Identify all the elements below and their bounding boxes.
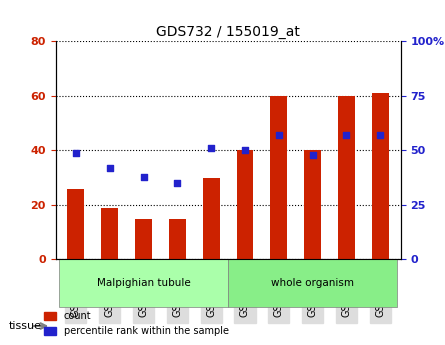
Point bbox=[309, 152, 316, 158]
Bar bbox=[236, 150, 253, 259]
Bar bbox=[169, 219, 186, 259]
Point bbox=[140, 174, 147, 179]
Bar bbox=[135, 219, 152, 259]
FancyBboxPatch shape bbox=[228, 259, 397, 307]
Point bbox=[106, 165, 113, 171]
Bar bbox=[68, 189, 85, 259]
Legend: count, percentile rank within the sample: count, percentile rank within the sample bbox=[40, 307, 233, 340]
Point bbox=[241, 148, 248, 153]
Text: whole organism: whole organism bbox=[271, 278, 354, 288]
Bar bbox=[270, 96, 287, 259]
Bar bbox=[338, 96, 355, 259]
Point bbox=[73, 150, 80, 155]
Bar bbox=[203, 178, 220, 259]
Point bbox=[208, 146, 215, 151]
Bar bbox=[304, 150, 321, 259]
Text: tissue: tissue bbox=[9, 321, 42, 331]
Point bbox=[343, 132, 350, 138]
Point bbox=[174, 180, 181, 186]
Text: Malpighian tubule: Malpighian tubule bbox=[97, 278, 190, 288]
Point bbox=[376, 132, 384, 138]
Bar bbox=[101, 208, 118, 259]
Title: GDS732 / 155019_at: GDS732 / 155019_at bbox=[156, 25, 300, 39]
Bar bbox=[372, 93, 388, 259]
FancyBboxPatch shape bbox=[59, 259, 228, 307]
Point bbox=[275, 132, 282, 138]
